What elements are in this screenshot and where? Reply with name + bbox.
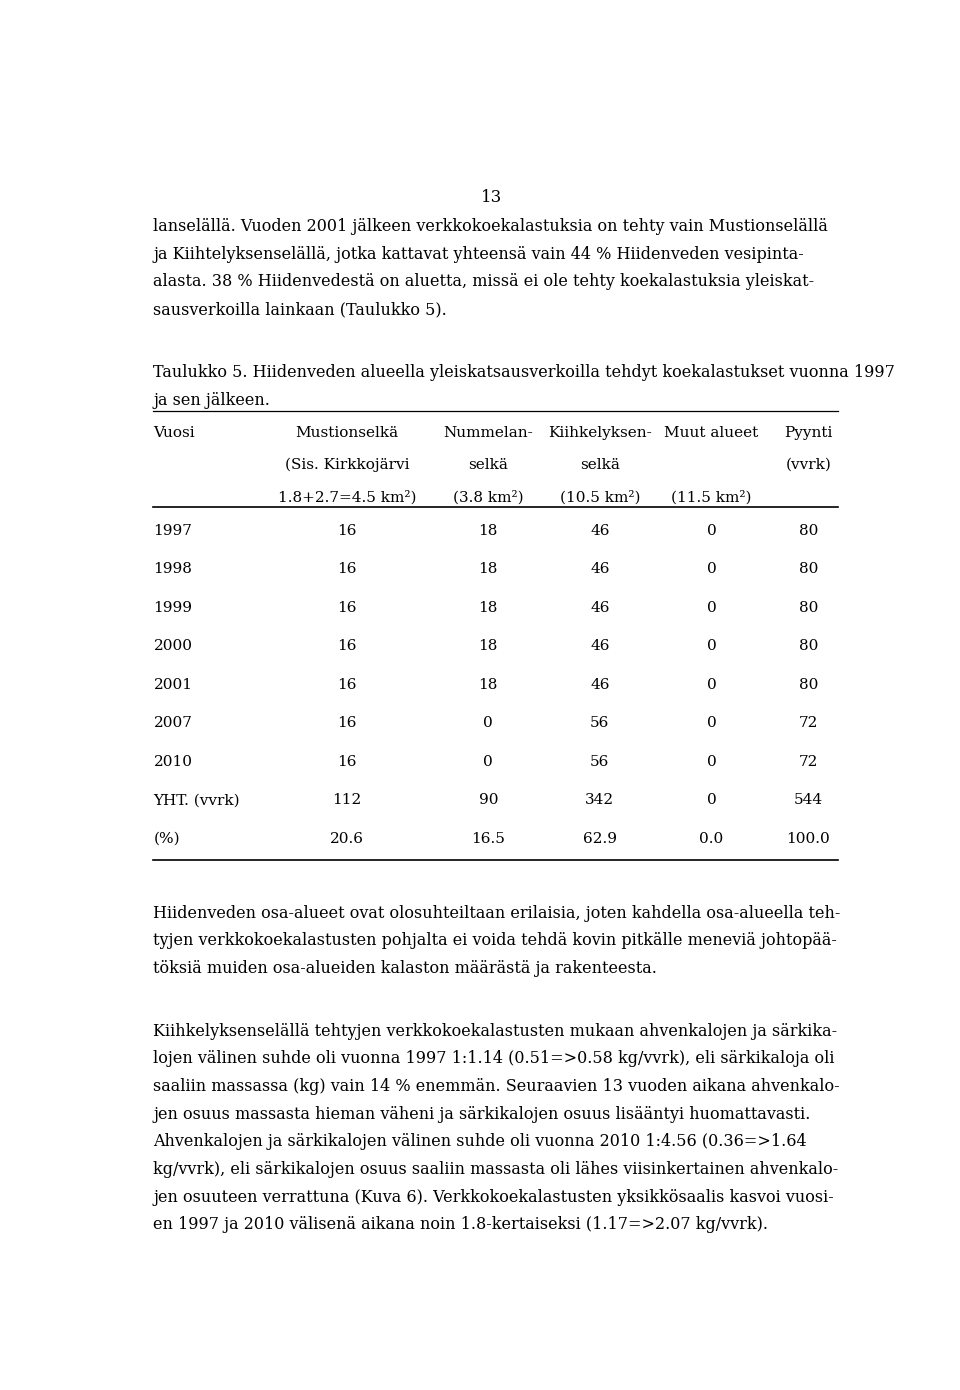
Text: 16: 16	[337, 716, 357, 730]
Text: 16: 16	[337, 600, 357, 614]
Text: 1997: 1997	[154, 524, 192, 538]
Text: Muut alueet: Muut alueet	[664, 425, 758, 439]
Text: YHT. (vvrk): YHT. (vvrk)	[154, 794, 240, 808]
Text: 0: 0	[707, 794, 716, 808]
Text: 80: 80	[799, 600, 818, 614]
Text: 0: 0	[707, 639, 716, 653]
Text: (vvrk): (vvrk)	[785, 457, 831, 471]
Text: saaliin massassa (kg) vain 14 % enemmän. Seuraavien 13 vuoden aikana ahvenkalo-: saaliin massassa (kg) vain 14 % enemmän.…	[154, 1079, 840, 1095]
Text: 0: 0	[707, 600, 716, 614]
Text: (11.5 km²): (11.5 km²)	[671, 489, 752, 505]
Text: 80: 80	[799, 678, 818, 692]
Text: tyjen verkkokoekalastusten pohjalta ei voida tehdä kovin pitkälle meneviä johtop: tyjen verkkokoekalastusten pohjalta ei v…	[154, 933, 837, 949]
Text: en 1997 ja 2010 välisenä aikana noin 1.8-kertaiseksi (1.17=>2.07 kg/vvrk).: en 1997 ja 2010 välisenä aikana noin 1.8…	[154, 1216, 768, 1233]
Text: (%): (%)	[154, 833, 180, 847]
Text: 0: 0	[484, 755, 493, 769]
Text: lanselällä. Vuoden 2001 jälkeen verkkokoekalastuksia on tehty vain Mustionseläll: lanselällä. Vuoden 2001 jälkeen verkkoko…	[154, 218, 828, 235]
Text: 112: 112	[332, 794, 362, 808]
Text: jen osuus massasta hieman väheni ja särkikalojen osuus lisääntyi huomattavasti.: jen osuus massasta hieman väheni ja särk…	[154, 1105, 811, 1123]
Text: 80: 80	[799, 562, 818, 577]
Text: 56: 56	[590, 716, 610, 730]
Text: 1998: 1998	[154, 562, 192, 577]
Text: 72: 72	[799, 755, 818, 769]
Text: 18: 18	[479, 639, 498, 653]
Text: 0: 0	[707, 755, 716, 769]
Text: sausverkoilla lainkaan (Taulukko 5).: sausverkoilla lainkaan (Taulukko 5).	[154, 302, 447, 318]
Text: 80: 80	[799, 524, 818, 538]
Text: 0: 0	[707, 716, 716, 730]
Text: 13: 13	[481, 189, 503, 206]
Text: 0: 0	[484, 716, 493, 730]
Text: 18: 18	[479, 562, 498, 577]
Text: ja sen jälkeen.: ja sen jälkeen.	[154, 392, 271, 409]
Text: 0: 0	[707, 524, 716, 538]
Text: Ahvenkalojen ja särkikalojen välinen suhde oli vuonna 2010 1:4.56 (0.36=>1.64: Ahvenkalojen ja särkikalojen välinen suh…	[154, 1133, 807, 1151]
Text: 18: 18	[479, 678, 498, 692]
Text: 16: 16	[337, 678, 357, 692]
Text: 62.9: 62.9	[583, 833, 617, 847]
Text: 1999: 1999	[154, 600, 192, 614]
Text: 90: 90	[478, 794, 498, 808]
Text: 16: 16	[337, 524, 357, 538]
Text: Pyynti: Pyynti	[784, 425, 832, 439]
Text: 100.0: 100.0	[786, 833, 830, 847]
Text: 72: 72	[799, 716, 818, 730]
Text: (3.8 km²): (3.8 km²)	[453, 489, 523, 505]
Text: 0: 0	[707, 678, 716, 692]
Text: 56: 56	[590, 755, 610, 769]
Text: 46: 46	[590, 562, 610, 577]
Text: 46: 46	[590, 524, 610, 538]
Text: 20.6: 20.6	[330, 833, 364, 847]
Text: 16: 16	[337, 755, 357, 769]
Text: Mustionselkä: Mustionselkä	[296, 425, 398, 439]
Text: 46: 46	[590, 639, 610, 653]
Text: 2010: 2010	[154, 755, 192, 769]
Text: 342: 342	[586, 794, 614, 808]
Text: 0.0: 0.0	[699, 833, 724, 847]
Text: jen osuuteen verrattuna (Kuva 6). Verkkokoekalastusten yksikkösaalis kasvoi vuos: jen osuuteen verrattuna (Kuva 6). Verkko…	[154, 1188, 834, 1205]
Text: 80: 80	[799, 639, 818, 653]
Text: Vuosi: Vuosi	[154, 425, 195, 439]
Text: ja Kiihtelyksenselällä, jotka kattavat yhteensä vain 44 % Hiidenveden vesipinta-: ja Kiihtelyksenselällä, jotka kattavat y…	[154, 246, 804, 263]
Text: töksiä muiden osa-alueiden kalaston määrästä ja rakenteesta.: töksiä muiden osa-alueiden kalaston määr…	[154, 960, 658, 977]
Text: 46: 46	[590, 600, 610, 614]
Text: 2001: 2001	[154, 678, 192, 692]
Text: lojen välinen suhde oli vuonna 1997 1:1.14 (0.51=>0.58 kg/vvrk), eli särkikaloja: lojen välinen suhde oli vuonna 1997 1:1.…	[154, 1051, 835, 1068]
Text: 46: 46	[590, 678, 610, 692]
Text: selkä: selkä	[580, 457, 620, 471]
Text: Kiihkelyksenselällä tehtyjen verkkokoekalastusten mukaan ahvenkalojen ja särkika: Kiihkelyksenselällä tehtyjen verkkokoeka…	[154, 1023, 838, 1040]
Text: Hiidenveden osa-alueet ovat olosuhteiltaan erilaisia, joten kahdella osa-alueell: Hiidenveden osa-alueet ovat olosuhteilta…	[154, 905, 841, 922]
Text: 2007: 2007	[154, 716, 192, 730]
Text: 1.8+2.7=4.5 km²): 1.8+2.7=4.5 km²)	[277, 489, 417, 505]
Text: 16: 16	[337, 562, 357, 577]
Text: Taulukko 5. Hiidenveden alueella yleiskatsausverkoilla tehdyt koekalastukset vuo: Taulukko 5. Hiidenveden alueella yleiska…	[154, 364, 896, 381]
Text: selkä: selkä	[468, 457, 508, 471]
Text: 18: 18	[479, 600, 498, 614]
Text: 544: 544	[794, 794, 823, 808]
Text: (Sis. Kirkkojärvi: (Sis. Kirkkojärvi	[285, 457, 409, 473]
Text: alasta. 38 % Hiidenvedestä on aluetta, missä ei ole tehty koekalastuksia yleiska: alasta. 38 % Hiidenvedestä on aluetta, m…	[154, 274, 815, 291]
Text: (10.5 km²): (10.5 km²)	[560, 489, 640, 505]
Text: 18: 18	[479, 524, 498, 538]
Text: 0: 0	[707, 562, 716, 577]
Text: kg/vvrk), eli särkikalojen osuus saaliin massasta oli lähes viisinkertainen ahve: kg/vvrk), eli särkikalojen osuus saaliin…	[154, 1161, 839, 1177]
Text: 16.5: 16.5	[471, 833, 505, 847]
Text: 2000: 2000	[154, 639, 192, 653]
Text: Nummelan-: Nummelan-	[444, 425, 533, 439]
Text: Kiihkelyksen-: Kiihkelyksen-	[548, 425, 652, 439]
Text: 16: 16	[337, 639, 357, 653]
